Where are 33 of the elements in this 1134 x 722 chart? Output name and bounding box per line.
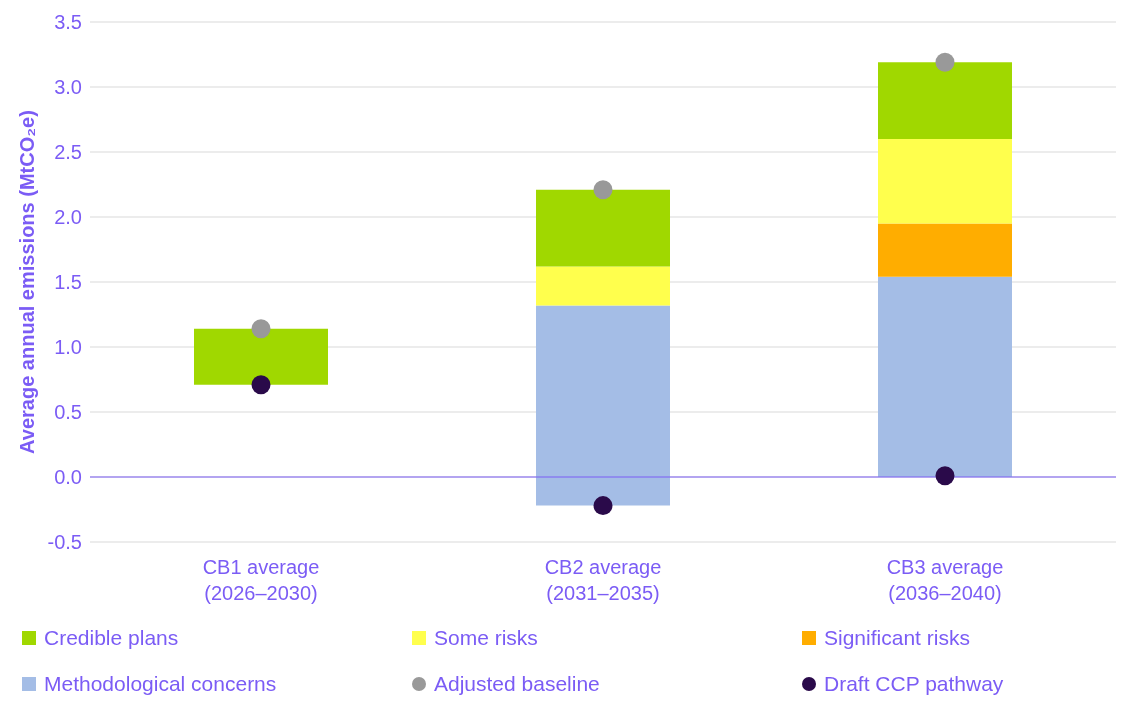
bar xyxy=(536,305,670,506)
y-tick-label: 0.0 xyxy=(54,466,82,489)
y-tick-label: 0.5 xyxy=(54,401,82,424)
x-tick-label: CB3 average (2036–2040) xyxy=(886,556,1004,604)
bar xyxy=(878,62,1012,139)
point xyxy=(935,52,955,72)
y-tick-label: 1.0 xyxy=(54,336,82,359)
bar xyxy=(194,328,328,385)
bar xyxy=(536,266,670,306)
y-tick-label: -0.5 xyxy=(47,531,82,554)
y-tick-label: 3.0 xyxy=(54,76,82,99)
legend-label: Some risks xyxy=(434,626,538,650)
y-axis-title: Average annual emissions (MtCO₂e) xyxy=(16,110,39,454)
y-tick-label: 2.0 xyxy=(54,206,82,229)
legend-label: Significant risks xyxy=(824,626,970,650)
y-tick-label: 1.5 xyxy=(54,271,82,294)
point xyxy=(593,180,613,200)
y-tick-label: 3.5 xyxy=(54,11,82,34)
point xyxy=(251,319,271,339)
bar xyxy=(878,223,1012,277)
point xyxy=(251,375,271,395)
point xyxy=(935,466,955,486)
legend-label: Methodological concerns xyxy=(44,672,277,696)
bar xyxy=(878,276,1012,477)
bar xyxy=(878,139,1012,224)
bar xyxy=(536,189,670,267)
legend-label: Adjusted baseline xyxy=(434,672,600,696)
x-tick-label: CB2 average (2031–2035) xyxy=(544,556,662,604)
legend-label: Credible plans xyxy=(44,626,179,650)
point xyxy=(593,496,613,516)
legend-label: Draft CCP pathway xyxy=(824,672,1004,696)
y-tick-label: 2.5 xyxy=(54,141,82,164)
x-tick-label: CB1 average (2026–2030) xyxy=(202,556,320,604)
